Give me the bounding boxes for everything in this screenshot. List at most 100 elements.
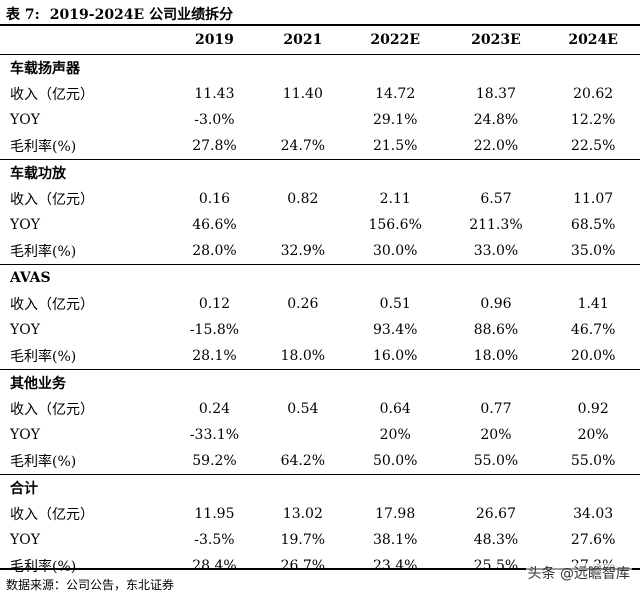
cell-2021: 13.02: [282, 506, 323, 522]
cell-2023e: 22.0%: [473, 138, 519, 154]
cell-2024e: 0.92: [577, 401, 609, 417]
header-blank: [0, 26, 168, 55]
row-label: 收入（亿元）: [10, 297, 94, 313]
cell-2023e: 18.37: [475, 86, 516, 102]
section-title: 车载扬声器: [0, 54, 640, 81]
cell-2021: [261, 212, 345, 238]
row-label: YOY: [10, 322, 40, 338]
cell-2019: 28.1%: [192, 348, 237, 364]
section-title: AVAS: [0, 264, 640, 291]
cell-2023e: 25.5%: [473, 558, 519, 574]
section-title: 其他业务: [0, 369, 640, 396]
table-body: 车载扬声器收入（亿元） 11.43 11.40 14.72 18.37 20.62 YOY -…: [0, 54, 640, 580]
cell-2024e: 12.2%: [570, 112, 616, 128]
table-number: 表 7:: [6, 7, 40, 23]
source-note: 数据来源：公司公告，东北证券: [6, 578, 175, 592]
cell-2022e: 30.0%: [372, 243, 418, 259]
section-row: 车载扬声器: [0, 54, 640, 81]
cell-2019: 0.12: [198, 296, 231, 312]
cell-2019: 28.0%: [192, 243, 237, 259]
cell-2023e: 26.67: [475, 506, 516, 522]
row-label: 毛利率(%): [10, 139, 77, 155]
cell-2024e: 68.5%: [570, 217, 616, 233]
header-row: 2019 2021 2022E 2023E 2024E: [0, 26, 640, 55]
cell-2023e: 24.8%: [473, 112, 519, 128]
cell-2024e: 46.7%: [570, 322, 616, 338]
header-2022e: 2022E: [370, 32, 420, 48]
top-rule: [0, 24, 640, 26]
cell-2019: -15.8%: [189, 322, 240, 338]
table-row: 毛利率(%) 28.0% 32.9% 30.0% 33.0% 35.0%: [0, 238, 640, 265]
cell-2024e: 20.0%: [570, 348, 616, 364]
section-row: 其他业务: [0, 369, 640, 396]
cell-2023e: 20%: [480, 427, 512, 443]
table-row: 收入（亿元） 0.24 0.54 0.64 0.77 0.92: [0, 396, 640, 422]
row-label: 毛利率(%): [10, 454, 77, 470]
cell-2019: 11.95: [194, 506, 235, 522]
cell-2022e: 17.98: [375, 506, 416, 522]
section-row: AVAS: [0, 264, 640, 291]
table-row: YOY -33.1% 20% 20% 20%: [0, 422, 640, 448]
table-row: 收入（亿元） 0.12 0.26 0.51 0.96 1.41: [0, 291, 640, 317]
cell-2022e: 29.1%: [372, 112, 418, 128]
row-label: 收入（亿元）: [10, 87, 94, 103]
header-2021: 2021: [283, 32, 323, 48]
row-label: YOY: [10, 217, 40, 233]
cell-2022e: 0.64: [379, 401, 411, 417]
cell-2019: 11.43: [194, 86, 235, 102]
cell-2019: -33.1%: [189, 427, 240, 443]
cell-2023e: 48.3%: [473, 532, 519, 548]
cell-2024e: 35.0%: [570, 243, 616, 259]
header-2019: 2019: [194, 32, 234, 48]
cell-2021: 64.2%: [280, 453, 326, 469]
cell-2019: 59.2%: [192, 453, 237, 469]
cell-2024e: 1.41: [577, 296, 609, 312]
cell-2022e: 16.0%: [372, 348, 418, 364]
cell-2022e: 20%: [379, 427, 411, 443]
section-row: 车载功放: [0, 159, 640, 186]
table-row: YOY -15.8% 93.4% 88.6% 46.7%: [0, 317, 640, 343]
cell-2024e: 11.07: [573, 191, 614, 207]
row-label: 毛利率(%): [10, 244, 77, 260]
cell-2022e: 0.51: [379, 296, 411, 312]
cell-2022e: 14.72: [375, 86, 416, 102]
cell-2019: -3.5%: [194, 532, 235, 548]
bottom-rule: [0, 568, 640, 570]
cell-2024e: 55.0%: [570, 453, 616, 469]
cell-2024e: 22.5%: [570, 138, 616, 154]
cell-2022e: 23.4%: [372, 558, 418, 574]
cell-2021: 0.26: [287, 296, 319, 312]
cell-2024e: 34.03: [573, 506, 614, 522]
cell-2023e: 55.0%: [473, 453, 519, 469]
cell-2021: [261, 317, 345, 343]
cell-2021: 26.7%: [280, 558, 326, 574]
table-row: YOY 46.6% 156.6% 211.3% 68.5%: [0, 212, 640, 238]
performance-table: 2019 2021 2022E 2023E 2024E 车载扬声器收入（亿元） 1…: [0, 26, 640, 579]
cell-2021: 11.40: [282, 86, 323, 102]
cell-2021: 32.9%: [280, 243, 326, 259]
cell-2023e: 6.57: [480, 191, 512, 207]
cell-2021: [261, 107, 345, 133]
section-row: 合计: [0, 474, 640, 501]
cell-2023e: 18.0%: [473, 348, 519, 364]
cell-2022e: 38.1%: [372, 532, 418, 548]
cell-2023e: 0.77: [480, 401, 512, 417]
watermark: 头条 @远瞻智库: [525, 563, 632, 583]
table-title: 表 7: 2019-2024E 公司业绩拆分: [6, 4, 233, 24]
section-title: 车载功放: [0, 159, 640, 186]
cell-2022e: 93.4%: [372, 322, 418, 338]
table-row: YOY -3.0% 29.1% 24.8% 12.2%: [0, 107, 640, 133]
cell-2019: 46.6%: [192, 217, 237, 233]
table-row: 收入（亿元） 0.16 0.82 2.11 6.57 11.07: [0, 186, 640, 212]
cell-2022e: 2.11: [379, 191, 411, 207]
cell-2023e: 0.96: [480, 296, 512, 312]
cell-2023e: 88.6%: [473, 322, 519, 338]
row-label: YOY: [10, 112, 40, 128]
cell-2024e: 27.6%: [570, 532, 616, 548]
cell-2022e: 156.6%: [368, 217, 422, 233]
cell-2022e: 50.0%: [372, 453, 418, 469]
cell-2021: 0.54: [287, 401, 319, 417]
cell-2024e: 20.62: [573, 86, 614, 102]
cell-2021: 24.7%: [280, 138, 326, 154]
table-row: 收入（亿元） 11.95 13.02 17.98 26.67 34.03: [0, 501, 640, 527]
